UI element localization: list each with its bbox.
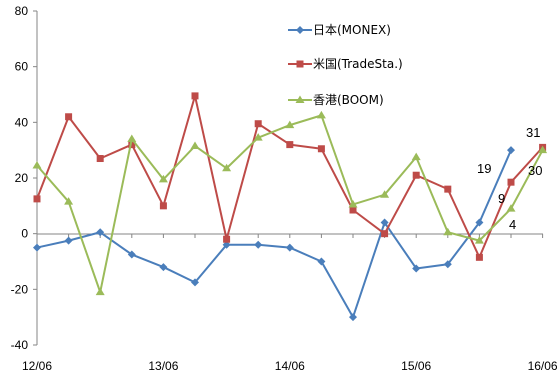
legend-marker-japan [296,26,304,34]
data-point [96,228,105,237]
annotation-9: 9 [498,191,505,206]
data-point [64,197,74,205]
series-1 [33,92,547,261]
data-point [286,141,294,149]
y-tick-labels: 80 60 40 20 0 -20 -40 [11,4,37,352]
annotation-19: 19 [477,161,491,176]
legend-label-hongkong: 香港(BOOM) [313,93,384,107]
data-point [317,145,325,153]
data-point [190,141,200,149]
data-annotations: 31 30 19 9 4 [477,125,542,232]
legend: 日本(MONEX) 米国(TradeSta.) 香港(BOOM) [288,23,403,107]
x-tick-label: 13/06 [148,359,178,373]
y-tick-label: 0 [21,227,28,241]
data-point [348,199,358,208]
series-0 [33,146,515,322]
legend-item-japan: 日本(MONEX) [288,23,391,37]
axes [36,11,543,345]
annotation-4: 4 [509,217,516,232]
data-point [507,146,515,155]
data-point [538,145,548,154]
data-point [191,92,199,100]
data-point [475,253,483,261]
data-point [127,134,137,143]
x-tick-labels: 12/06 13/06 14/06 15/06 16/06 [22,234,557,373]
y-tick-label: 60 [15,60,29,74]
data-point [349,313,357,322]
data-point [158,174,168,183]
legend-marker-hongkong [295,95,305,103]
data-point [95,287,105,296]
series-line [36,149,512,319]
data-point [317,257,326,266]
data-point [443,260,452,269]
data-point [285,120,295,129]
y-tick-label: -20 [11,282,29,296]
data-point [380,190,390,198]
data-point [412,171,420,179]
legend-label-japan: 日本(MONEX) [313,23,391,37]
data-point [32,160,42,169]
data-point [222,163,232,172]
y-tick-label: 80 [15,4,29,18]
y-tick-label: 20 [15,171,29,185]
data-point [285,243,294,252]
data-point [507,178,515,186]
data-point [444,185,452,193]
data-point [411,152,421,161]
y-tick-label: -40 [11,338,29,352]
series-2 [32,110,548,296]
data-point [64,236,73,245]
x-tick-label: 12/06 [22,359,52,373]
data-point [159,263,168,272]
data-point [191,278,199,287]
data-point [474,236,484,244]
data-point [381,230,389,238]
x-tick-label: 15/06 [401,359,431,373]
legend-item-hongkong: 香港(BOOM) [288,93,384,107]
legend-label-us: 米国(TradeSta.) [313,57,403,71]
series-layer [32,92,548,322]
data-point [475,218,484,227]
data-point [506,204,516,212]
data-point [380,218,389,227]
y-tick-label: 40 [15,115,29,129]
data-point [349,206,357,214]
data-point [254,120,262,128]
x-tick-label: 16/06 [528,359,557,373]
x-tick-label: 14/06 [275,359,305,373]
data-point [316,110,326,119]
data-point [33,195,41,203]
data-point [96,155,104,163]
annotation-30: 30 [528,163,542,178]
data-point [128,141,136,149]
annotation-31: 31 [526,125,540,140]
data-point [254,240,263,249]
data-point [127,250,136,259]
data-point [33,243,41,252]
data-point [65,113,73,121]
data-point [253,133,263,141]
data-point [223,235,231,243]
data-point [159,202,167,210]
data-point [443,227,453,236]
data-point [222,240,231,249]
data-point [412,264,421,273]
legend-marker-us [296,60,304,68]
legend-item-us: 米国(TradeSta.) [288,57,403,71]
